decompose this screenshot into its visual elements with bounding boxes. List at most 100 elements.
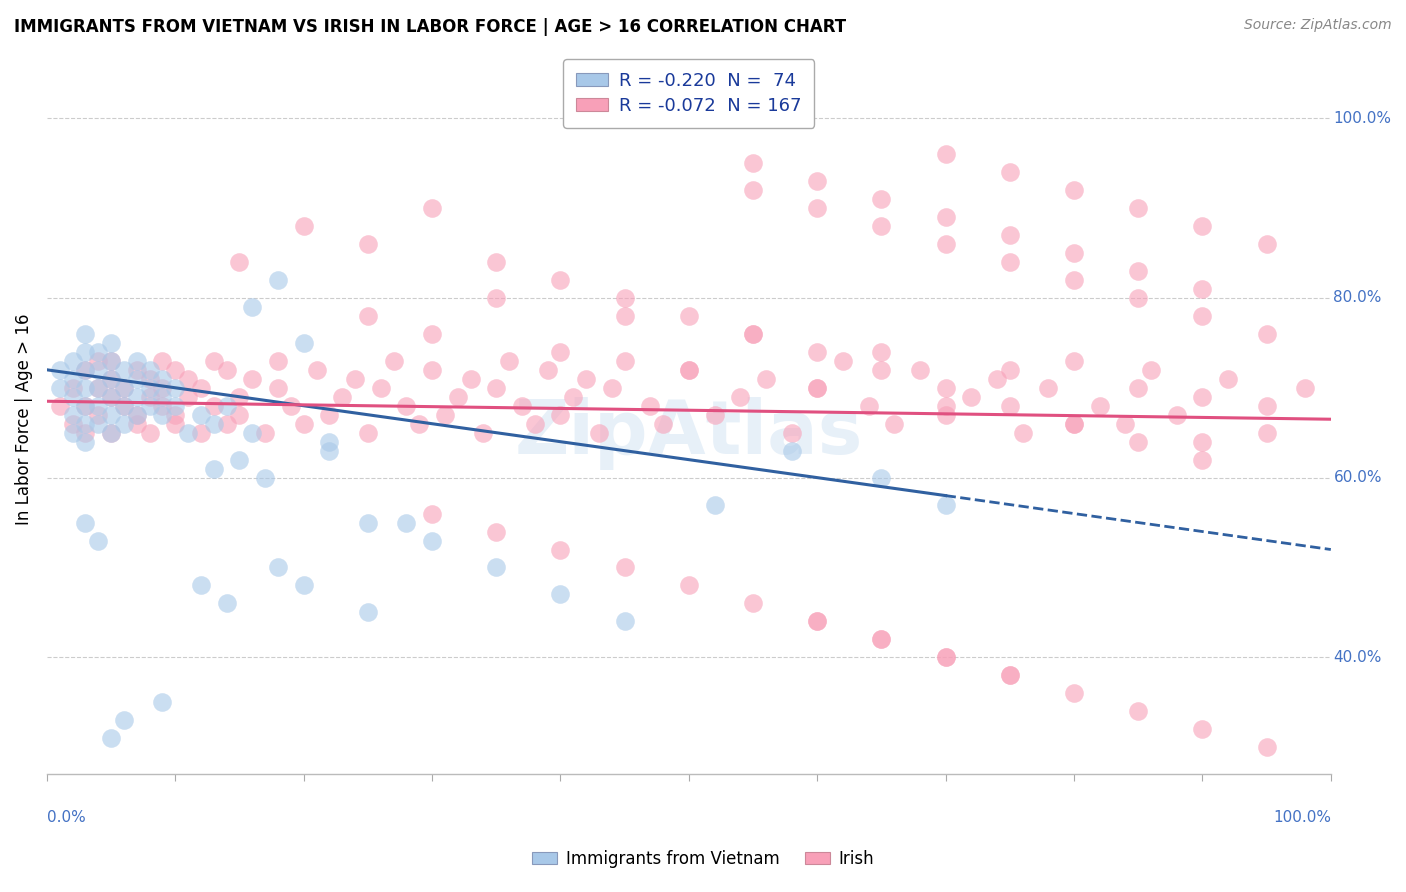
- Point: [536, 363, 558, 377]
- Point: [960, 390, 983, 404]
- Point: [742, 326, 765, 341]
- Point: [75, 434, 97, 449]
- Point: [62, 417, 84, 431]
- Point: [228, 408, 250, 422]
- Point: [190, 425, 212, 440]
- Point: [177, 372, 200, 386]
- Point: [75, 363, 97, 377]
- Point: [1128, 381, 1150, 395]
- Point: [613, 309, 636, 323]
- Point: [870, 344, 893, 359]
- Point: [1063, 417, 1085, 431]
- Point: [318, 443, 340, 458]
- Point: [550, 273, 572, 287]
- Point: [240, 425, 263, 440]
- Point: [1191, 723, 1213, 737]
- Point: [870, 192, 893, 206]
- Text: Source: ZipAtlas.com: Source: ZipAtlas.com: [1244, 18, 1392, 32]
- Point: [202, 461, 225, 475]
- Point: [870, 219, 893, 233]
- Text: IMMIGRANTS FROM VIETNAM VS IRISH IN LABOR FORCE | AGE > 16 CORRELATION CHART: IMMIGRANTS FROM VIETNAM VS IRISH IN LABO…: [14, 18, 846, 36]
- Point: [806, 381, 828, 395]
- Point: [1038, 381, 1060, 395]
- Point: [1063, 417, 1085, 431]
- Point: [678, 363, 700, 377]
- Point: [485, 291, 508, 305]
- Point: [935, 399, 957, 413]
- Point: [1294, 381, 1316, 395]
- Point: [1216, 372, 1239, 386]
- Point: [858, 399, 880, 413]
- Point: [152, 399, 174, 413]
- Point: [152, 354, 174, 368]
- Point: [1063, 183, 1085, 197]
- Point: [215, 596, 238, 610]
- Point: [1063, 354, 1085, 368]
- Point: [240, 300, 263, 314]
- Point: [125, 408, 148, 422]
- Point: [485, 255, 508, 269]
- Point: [1191, 309, 1213, 323]
- Point: [1063, 686, 1085, 700]
- Point: [318, 434, 340, 449]
- Point: [420, 533, 443, 548]
- Point: [87, 381, 110, 395]
- Point: [1191, 390, 1213, 404]
- Point: [215, 399, 238, 413]
- Point: [254, 470, 277, 484]
- Point: [305, 363, 328, 377]
- Text: 100.0%: 100.0%: [1333, 111, 1392, 126]
- Point: [48, 363, 70, 377]
- Point: [75, 363, 97, 377]
- Point: [998, 165, 1021, 179]
- Point: [806, 381, 828, 395]
- Point: [152, 408, 174, 422]
- Point: [935, 650, 957, 665]
- Point: [1191, 434, 1213, 449]
- Point: [75, 516, 97, 530]
- Point: [75, 417, 97, 431]
- Point: [382, 354, 405, 368]
- Point: [165, 381, 187, 395]
- Point: [138, 399, 160, 413]
- Point: [152, 695, 174, 709]
- Point: [1063, 246, 1085, 260]
- Legend: Immigrants from Vietnam, Irish: Immigrants from Vietnam, Irish: [526, 844, 880, 875]
- Point: [562, 390, 585, 404]
- Point: [1256, 399, 1278, 413]
- Point: [485, 524, 508, 539]
- Point: [318, 408, 340, 422]
- Point: [1063, 273, 1085, 287]
- Point: [1128, 201, 1150, 215]
- Point: [267, 354, 290, 368]
- Point: [87, 417, 110, 431]
- Point: [742, 156, 765, 170]
- Point: [357, 237, 380, 252]
- Point: [998, 363, 1021, 377]
- Point: [75, 381, 97, 395]
- Point: [100, 425, 122, 440]
- Point: [550, 542, 572, 557]
- Point: [215, 363, 238, 377]
- Point: [728, 390, 751, 404]
- Point: [75, 399, 97, 413]
- Point: [447, 390, 470, 404]
- Y-axis label: In Labor Force | Age > 16: In Labor Force | Age > 16: [15, 313, 32, 525]
- Point: [420, 326, 443, 341]
- Point: [678, 309, 700, 323]
- Point: [780, 443, 803, 458]
- Point: [330, 390, 353, 404]
- Point: [472, 425, 495, 440]
- Point: [62, 372, 84, 386]
- Point: [1166, 408, 1188, 422]
- Point: [228, 452, 250, 467]
- Point: [138, 372, 160, 386]
- Point: [806, 615, 828, 629]
- Point: [1088, 399, 1111, 413]
- Point: [806, 201, 828, 215]
- Point: [908, 363, 931, 377]
- Point: [357, 309, 380, 323]
- Point: [75, 399, 97, 413]
- Point: [1256, 740, 1278, 755]
- Point: [228, 255, 250, 269]
